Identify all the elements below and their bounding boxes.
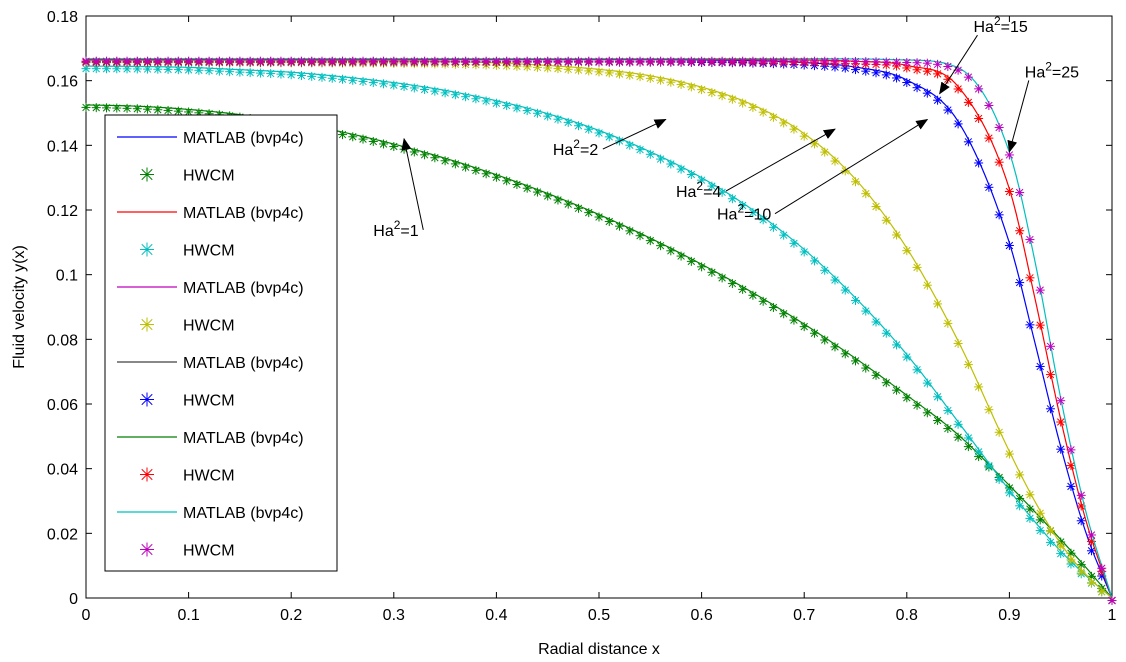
x-tick-label: 0.4 bbox=[485, 607, 507, 624]
annotation-arrow bbox=[602, 119, 667, 150]
x-axis-label: Radial distance x bbox=[538, 641, 660, 658]
y-tick-label: 0.18 bbox=[47, 9, 78, 26]
annotation-arrow bbox=[401, 137, 424, 230]
series-6 bbox=[81, 56, 1117, 605]
legend-item: HWCM bbox=[140, 167, 235, 185]
annotation-label: Ha2=10 bbox=[717, 202, 771, 224]
legend-item: MATLAB (bvp4c) bbox=[117, 430, 304, 447]
legend-item: MATLAB (bvp4c) bbox=[117, 130, 304, 147]
annotation-arrow bbox=[1007, 80, 1030, 153]
legend-item: HWCM bbox=[140, 392, 235, 410]
y-tick-label: 0.14 bbox=[47, 138, 78, 155]
x-tick-label: 0.8 bbox=[896, 607, 918, 624]
y-tick-label: 0.06 bbox=[47, 397, 78, 414]
legend-item: HWCM bbox=[140, 467, 235, 485]
legend-swatch-marker bbox=[140, 392, 154, 407]
legend-label: HWCM bbox=[183, 243, 235, 260]
annotation: Ha2=2 bbox=[553, 119, 667, 159]
annotation-arrow bbox=[939, 34, 978, 95]
annotation-label: Ha2=15 bbox=[973, 14, 1027, 36]
legend-label: HWCM bbox=[183, 318, 235, 335]
annotation-label: Ha2=25 bbox=[1025, 59, 1079, 81]
x-tick-label: 0.7 bbox=[793, 607, 815, 624]
legend-item: MATLAB (bvp4c) bbox=[117, 205, 304, 222]
x-tick-label: 0.3 bbox=[383, 607, 405, 624]
legend-box bbox=[104, 114, 338, 572]
y-tick-label: 0.02 bbox=[47, 526, 78, 543]
annotation: Ha2=10 bbox=[717, 118, 929, 224]
legend-label: MATLAB (bvp4c) bbox=[183, 280, 304, 297]
annotation-label: Ha2=1 bbox=[373, 218, 418, 240]
legend-item: HWCM bbox=[140, 542, 235, 560]
series-markers bbox=[81, 64, 1117, 605]
series-markers bbox=[81, 56, 1117, 605]
legend-item: MATLAB (bvp4c) bbox=[117, 355, 304, 372]
legend-item: MATLAB (bvp4c) bbox=[117, 505, 304, 522]
annotation-label: Ha2=2 bbox=[553, 137, 598, 159]
y-tick-label: 0.08 bbox=[47, 332, 78, 349]
legend: MATLAB (bvp4c) HWCM MATLAB (bvp4c) HWCM MATL… bbox=[104, 114, 338, 572]
legend-swatch-marker bbox=[140, 542, 154, 557]
legend-label: HWCM bbox=[183, 543, 235, 560]
x-tick-label: 0.9 bbox=[998, 607, 1020, 624]
y-tick-label: 0.04 bbox=[47, 462, 78, 479]
legend-item: HWCM bbox=[140, 242, 235, 260]
legend-item: MATLAB (bvp4c) bbox=[117, 280, 304, 297]
legend-swatch-marker bbox=[140, 317, 154, 332]
legend-label: MATLAB (bvp4c) bbox=[183, 430, 304, 447]
x-tick-label: 0.6 bbox=[690, 607, 712, 624]
annotation-label: Ha2=4 bbox=[676, 179, 721, 201]
legend-label: MATLAB (bvp4c) bbox=[183, 205, 304, 222]
axes: 0 0.1 0.2 0.3 0.4 0.5 0.6 0.7 0.8 0.9 1 0 0.02 0.04 0.… bbox=[47, 9, 1117, 624]
series-2 bbox=[81, 64, 1117, 605]
legend-swatch-marker bbox=[140, 242, 154, 257]
y-tick-label: 0.16 bbox=[47, 74, 78, 91]
legend-label: HWCM bbox=[183, 468, 235, 485]
x-tick-label: 0.5 bbox=[588, 607, 610, 624]
x-tick-label: 0 bbox=[82, 607, 91, 624]
y-axis-label: Fluid velocity y(x) bbox=[11, 245, 28, 369]
legend-label: MATLAB (bvp4c) bbox=[183, 130, 304, 147]
legend-swatch-marker bbox=[140, 467, 154, 482]
y-tick-label: 0.12 bbox=[47, 203, 78, 220]
x-tick-label: 0.2 bbox=[280, 607, 302, 624]
legend-item: HWCM bbox=[140, 317, 235, 335]
x-tick-label: 0.1 bbox=[177, 607, 199, 624]
annotation-arrow bbox=[725, 128, 836, 192]
annotation: Ha2=1 bbox=[373, 137, 424, 240]
annotation: Ha2=4 bbox=[676, 128, 836, 201]
y-tick-label: 0 bbox=[69, 591, 78, 608]
legend-swatch-marker bbox=[140, 167, 154, 182]
series-3 bbox=[81, 58, 1117, 605]
legend-label: HWCM bbox=[183, 393, 235, 410]
annotation: Ha2=25 bbox=[1007, 59, 1079, 153]
annotation: Ha2=15 bbox=[939, 14, 1028, 95]
x-tick-label: 1 bbox=[1108, 607, 1117, 624]
y-tick-label: 0.1 bbox=[56, 268, 78, 285]
annotation-arrow bbox=[774, 118, 929, 215]
legend-label: HWCM bbox=[183, 168, 235, 185]
legend-label: MATLAB (bvp4c) bbox=[183, 355, 304, 372]
legend-label: MATLAB (bvp4c) bbox=[183, 505, 304, 522]
